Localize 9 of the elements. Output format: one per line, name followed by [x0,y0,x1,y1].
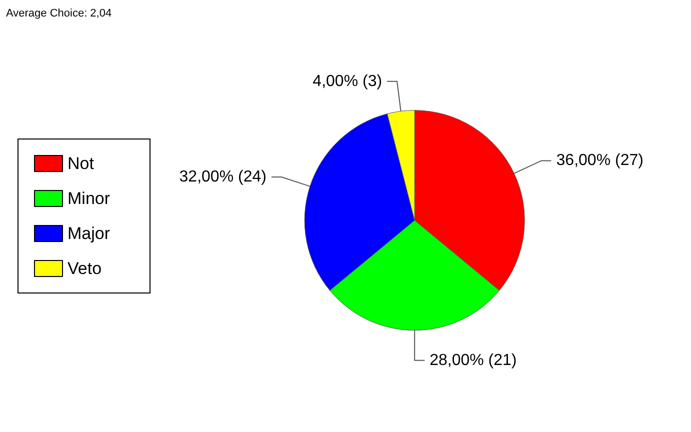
data-label: 36,00% (27) [556,152,644,170]
text: Average Choice: 2,04 [6,8,112,20]
legend-label: Major [68,224,110,243]
legend-label: Minor [68,189,110,208]
data-label: 28,00% (21) [430,352,517,369]
legend-label: Veto [68,259,102,278]
legend-label: Not [68,154,94,173]
data-label: 32,00% (24) [179,168,266,186]
data-label: 4,00% (3) [312,72,382,90]
